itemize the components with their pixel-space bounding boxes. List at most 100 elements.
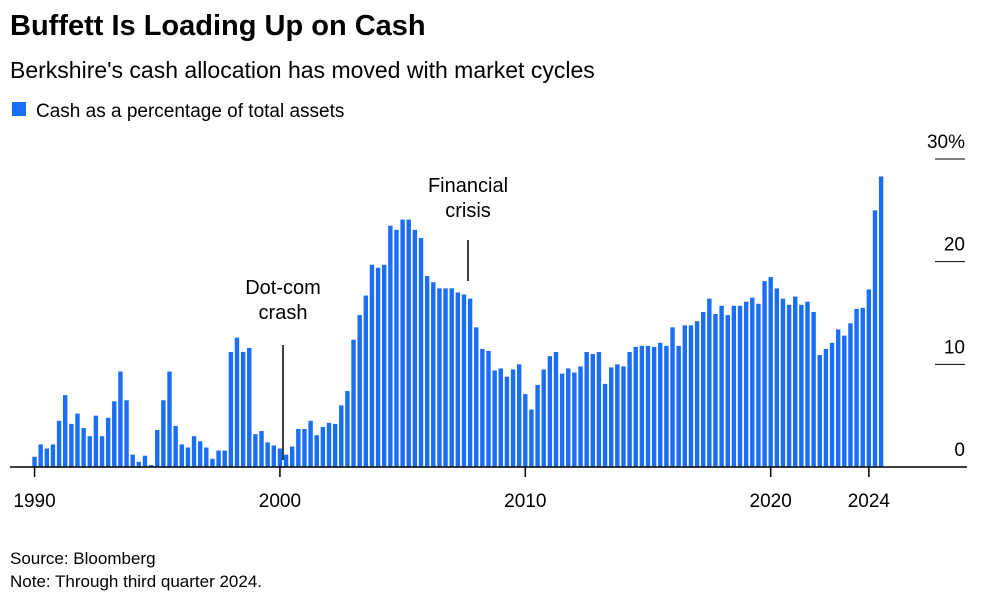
bar — [375, 267, 381, 467]
bar — [148, 464, 154, 467]
bar — [240, 352, 246, 467]
bar — [388, 225, 393, 467]
bar — [247, 347, 252, 467]
bar — [823, 348, 829, 467]
y-tick-label: 0 — [954, 440, 965, 461]
bar — [191, 436, 197, 467]
bar — [50, 444, 56, 467]
bar — [265, 442, 270, 467]
bar — [731, 305, 737, 467]
bar — [547, 356, 553, 467]
bar — [93, 415, 99, 467]
note: Note: Through third quarter 2024. — [10, 572, 263, 591]
bar — [296, 429, 301, 467]
bar — [418, 238, 424, 467]
y-tick-label: 10 — [944, 337, 965, 358]
bar — [400, 219, 405, 467]
bar — [651, 346, 657, 467]
bar — [596, 352, 602, 467]
bar — [99, 436, 105, 467]
bar — [860, 307, 865, 467]
bar — [339, 405, 344, 467]
bar — [167, 371, 172, 467]
bar — [357, 315, 362, 467]
bar — [271, 445, 276, 467]
bar — [627, 352, 632, 467]
bar — [179, 444, 184, 467]
bar — [848, 323, 853, 467]
bar — [75, 413, 80, 467]
bar — [737, 305, 743, 467]
bar — [633, 346, 638, 467]
bar — [817, 355, 822, 467]
bar — [210, 458, 215, 467]
bar — [793, 296, 798, 467]
bar — [756, 303, 761, 467]
bar — [474, 327, 479, 467]
bar — [535, 384, 540, 467]
legend-label: Cash as a percentage of total assets — [36, 101, 344, 122]
bar — [670, 327, 675, 467]
bar — [523, 394, 528, 467]
bar — [124, 400, 129, 467]
bar — [872, 210, 878, 468]
bar — [664, 345, 669, 467]
x-tick-label: 1990 — [13, 491, 55, 512]
chart-title: Buffett Is Loading Up on Cash — [10, 10, 426, 42]
bar — [578, 366, 583, 467]
bar — [658, 342, 663, 467]
bar — [449, 288, 454, 467]
bar — [173, 425, 178, 467]
bar — [118, 371, 123, 467]
bar — [750, 297, 755, 467]
bar — [197, 441, 203, 467]
bar — [283, 454, 289, 467]
bar — [743, 301, 749, 467]
bar — [56, 420, 62, 467]
bar — [424, 276, 430, 467]
bar — [780, 298, 786, 467]
bar — [394, 229, 399, 467]
bar — [541, 369, 546, 467]
bar — [455, 292, 461, 467]
bar — [768, 277, 773, 467]
bar — [835, 329, 841, 467]
x-tick-label: 2024 — [848, 491, 891, 512]
chart-subtitle: Berkshire's cash allocation has moved wi… — [10, 57, 595, 83]
bar — [645, 345, 651, 467]
bar — [69, 423, 74, 467]
bar — [332, 423, 338, 467]
annotation: Dot-com crash — [245, 277, 321, 324]
source: Source: Bloomberg — [10, 549, 156, 568]
bar — [443, 288, 448, 467]
bar — [320, 426, 326, 467]
x-tick-label: 2010 — [504, 491, 546, 512]
bar — [694, 321, 700, 467]
bar — [136, 461, 142, 467]
legend-swatch — [12, 102, 26, 116]
bar — [253, 434, 258, 467]
bar — [216, 450, 221, 467]
bar — [786, 304, 792, 467]
bar — [185, 447, 191, 467]
bar — [382, 264, 387, 467]
bar — [602, 383, 608, 467]
bar — [842, 335, 847, 467]
bar — [510, 369, 516, 467]
bar — [351, 339, 356, 467]
bar — [719, 305, 724, 467]
bar — [234, 337, 240, 467]
bar — [516, 364, 522, 467]
bar — [854, 308, 859, 467]
bar — [615, 364, 620, 467]
bar — [639, 345, 645, 467]
bar — [369, 264, 375, 467]
bar — [63, 395, 68, 467]
bar — [326, 422, 332, 467]
bar — [345, 391, 350, 467]
bar — [259, 431, 264, 467]
bar — [805, 301, 810, 467]
bar — [38, 444, 43, 467]
